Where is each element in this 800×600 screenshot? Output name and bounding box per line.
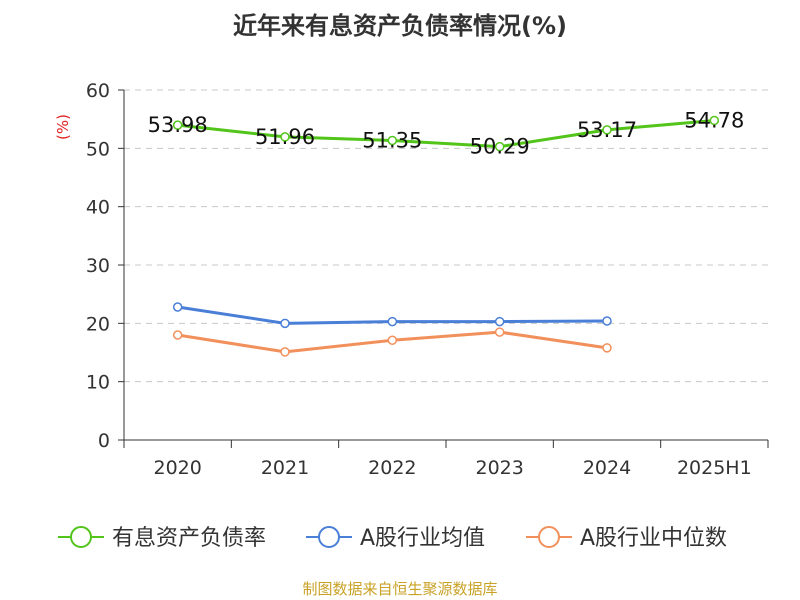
- data-labels: 53.98 51.96 51.35 50.29 53.17 54.78: [148, 108, 745, 158]
- data-point: [172, 302, 183, 312]
- data-point: [709, 115, 720, 126]
- y-tick-label: 60: [86, 80, 110, 102]
- source-note: 制图数据来自恒生聚源数据库: [302, 580, 498, 598]
- data-label: 54.78: [684, 108, 744, 132]
- legend-label: A股行业中位数: [580, 526, 727, 551]
- data-label: 51.35: [362, 128, 422, 152]
- y-tick-label: 30: [86, 255, 110, 277]
- data-point: [172, 120, 183, 130]
- data-label: 50.29: [470, 135, 530, 159]
- x-tick-label: 2024: [583, 457, 631, 479]
- data-point: [172, 330, 183, 340]
- y-tick-label: 20: [86, 313, 110, 335]
- legend-label: 有息资产负债率: [112, 526, 266, 551]
- data-point: [494, 141, 505, 152]
- data-point: [494, 316, 505, 327]
- data-point: [280, 132, 290, 142]
- data-point: [602, 316, 612, 326]
- x-tick-label: 2020: [153, 457, 201, 479]
- y-axis-label: (%): [54, 114, 72, 140]
- x-tick-label: 2023: [475, 457, 523, 479]
- legend-marker: [318, 526, 340, 548]
- data-label: 53.17: [577, 118, 637, 142]
- data-label: 53.98: [148, 113, 208, 137]
- legend-label: A股行业均值: [360, 526, 485, 551]
- y-tick-label: 40: [86, 197, 110, 219]
- data-point: [602, 125, 612, 135]
- y-tick-label: 0: [98, 430, 110, 452]
- axes: 0 10 20 30 40 50 60 (%) 2020 2021 2022 2023 2024 2025…: [54, 80, 769, 479]
- data-point: [387, 316, 398, 327]
- legend-marker: [70, 526, 92, 548]
- x-tick-label: 2021: [261, 457, 309, 479]
- data-point: [602, 343, 612, 353]
- data-point: [494, 327, 505, 337]
- x-tick-label: 2025H1: [677, 457, 752, 479]
- y-tick-label: 50: [86, 138, 110, 160]
- legend-marker: [538, 526, 560, 548]
- data-point: [387, 135, 398, 146]
- data-label: 51.96: [255, 125, 315, 149]
- chart-title: 近年来有息资产负债率情况(%): [233, 12, 567, 40]
- grid-lines: [124, 89, 768, 383]
- data-point: [280, 347, 290, 357]
- series-lines: [172, 115, 720, 357]
- series-line: [177, 118, 715, 149]
- y-tick-label: 10: [86, 372, 110, 394]
- x-tick-label: 2022: [368, 457, 416, 479]
- data-point: [280, 318, 290, 329]
- data-point: [387, 335, 398, 345]
- legend: 有息资产负债率 A股行业均值 A股行业中位数: [58, 526, 727, 551]
